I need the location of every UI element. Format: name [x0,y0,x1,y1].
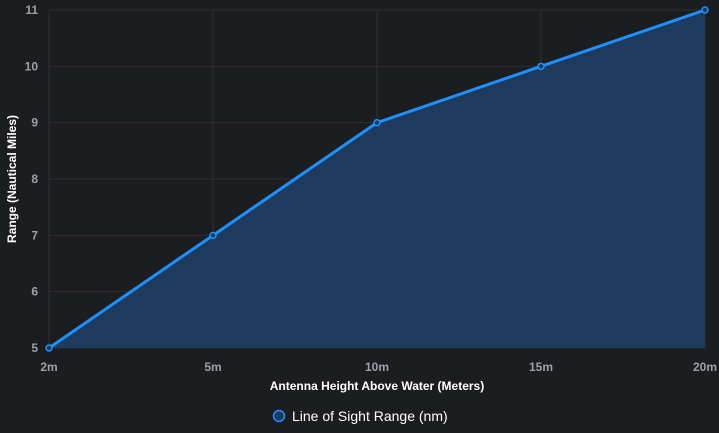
y-tick-label: 7 [31,228,38,242]
legend-marker-icon[interactable] [272,409,286,423]
area-layer [49,10,705,348]
data-point-20m[interactable] [701,6,709,14]
x-tick-label: 5m [204,360,221,374]
y-tick-label: 8 [31,172,38,186]
legend-label[interactable]: Line of Sight Range (nm) [292,408,448,424]
x-tick-label: 20m [693,360,717,374]
data-point-5m[interactable] [209,231,217,240]
series-area-fill [49,10,705,348]
points-layer [45,6,709,352]
y-tick-label: 11 [25,3,38,17]
data-point-15m[interactable] [537,62,545,71]
x-axis-title: Antenna Height Above Water (Meters) [270,379,484,393]
x-tick-label: 2m [40,360,57,374]
x-axis-ticks: 2m 5m 10m 15m 20m [40,360,717,374]
y-tick-label: 10 [25,59,39,73]
x-tick-label: 10m [365,360,389,374]
y-axis-ticks: 5 6 7 8 9 10 11 [25,3,39,355]
x-tick-label: 15m [529,360,553,374]
y-axis-title: Range (Nautical Miles) [5,115,19,243]
data-point-2m[interactable] [45,344,53,352]
y-tick-label: 6 [31,285,38,299]
data-point-10m[interactable] [373,118,381,127]
y-tick-label: 5 [31,341,38,355]
legend[interactable]: Line of Sight Range (nm) [272,408,448,424]
y-tick-label: 9 [31,116,38,130]
